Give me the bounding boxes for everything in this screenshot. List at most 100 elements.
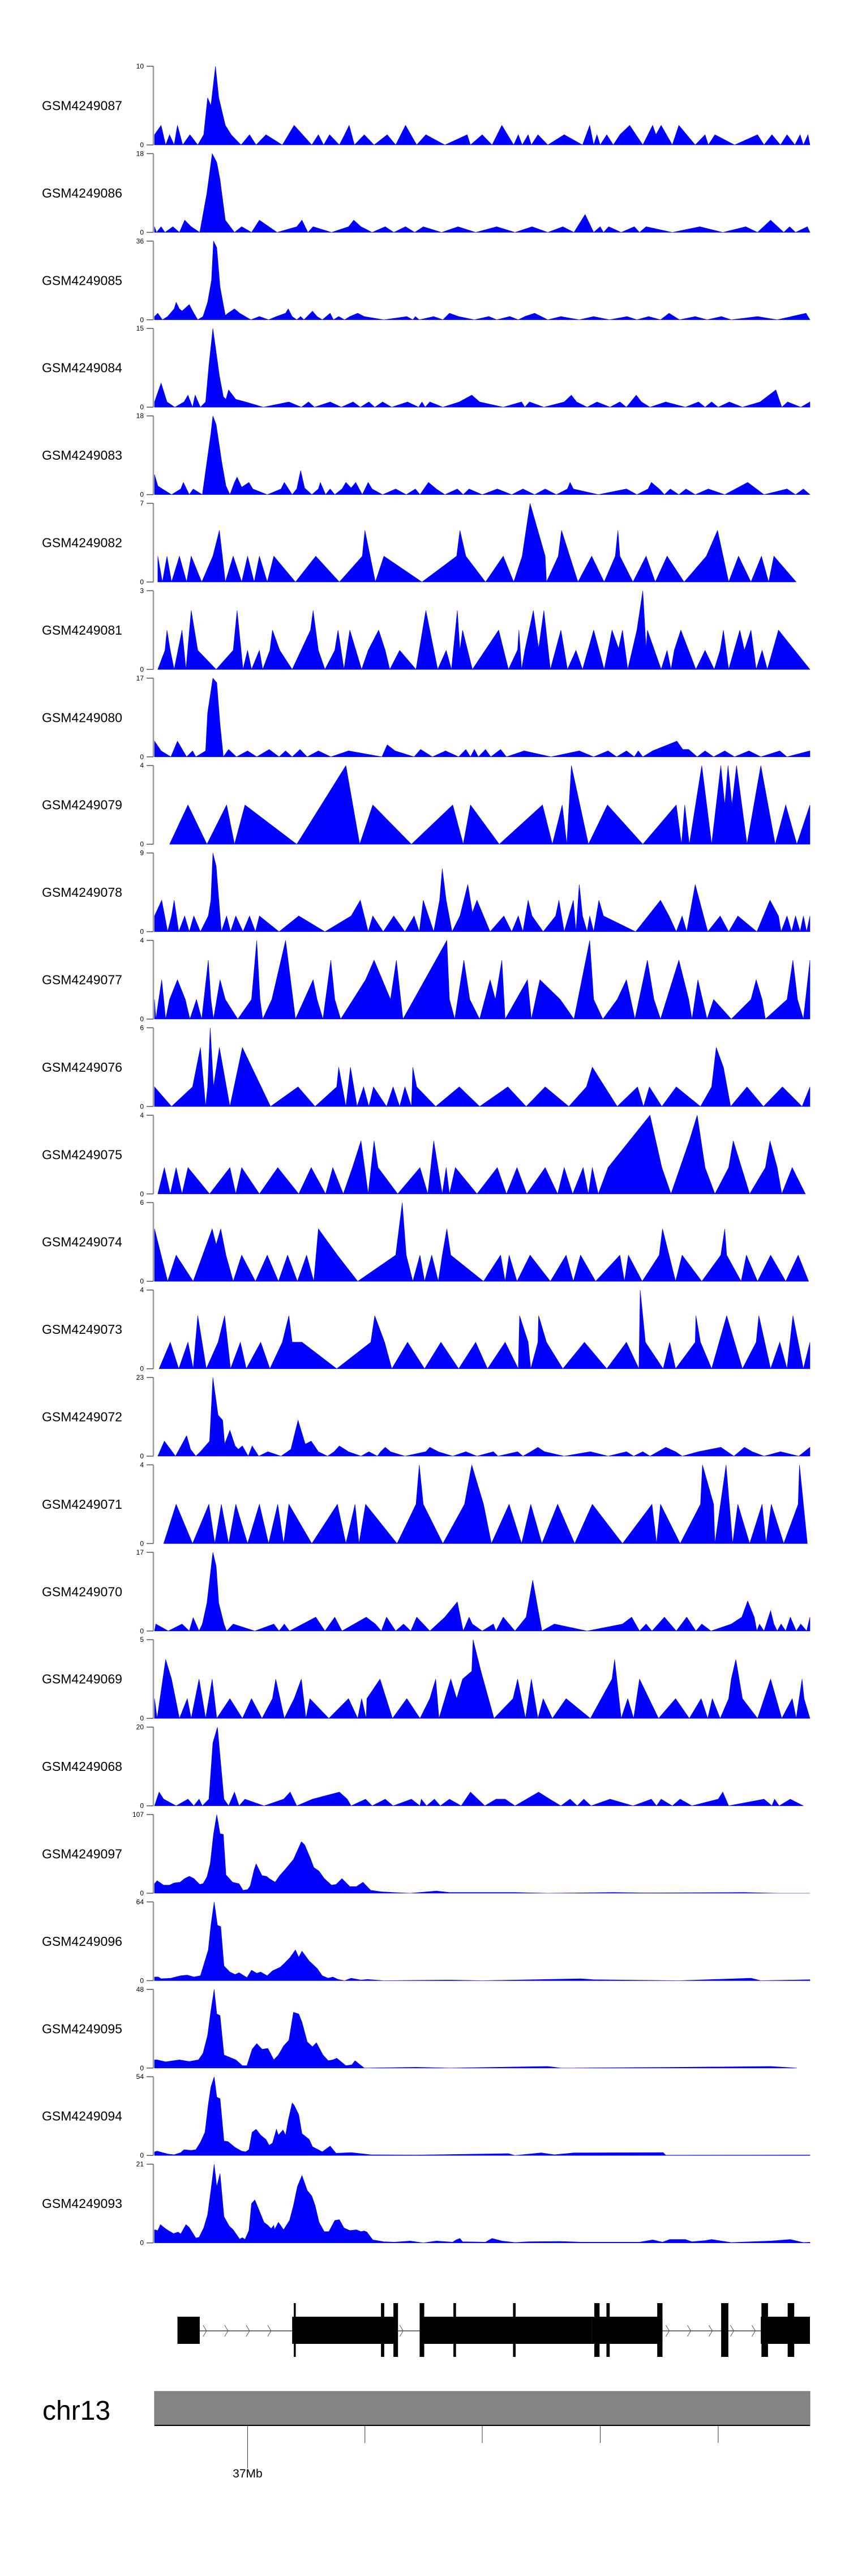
coverage-area (157, 503, 797, 583)
coverage-area (154, 153, 811, 233)
track-label: GSM4249074 (42, 1235, 122, 1250)
exon-boundary-marker (721, 2303, 728, 2357)
y-tick-label-min: 0 (140, 665, 144, 673)
coverage-area (157, 590, 811, 670)
y-tick-label-max: 5 (140, 1636, 144, 1644)
track-label: GSM4249069 (42, 1672, 122, 1687)
coverage-area (154, 1203, 809, 1282)
y-tick-label-min: 0 (140, 2239, 144, 2247)
y-tick-label-min: 0 (140, 1452, 144, 1460)
track-GSM4249085: GSM4249085 36 0 (42, 237, 811, 324)
track-GSM4249078: GSM4249078 9 0 (42, 849, 811, 936)
coverage-area (163, 1465, 808, 1544)
y-tick-label-max: 54 (136, 2073, 144, 2081)
y-tick-label-max: 6 (140, 1024, 144, 1032)
y-tick-label-min: 0 (140, 578, 144, 586)
exon-boundary-marker (513, 2303, 516, 2357)
exon-boundary-marker (381, 2303, 384, 2357)
chromosome-band (154, 2391, 811, 2426)
track-GSM4249070: GSM4249070 17 0 (42, 1548, 811, 1635)
y-tick-label-max: 36 (136, 237, 144, 245)
strand-chevron-icon (203, 2325, 207, 2337)
y-tick-label-max: 64 (136, 1898, 144, 1906)
track-GSM4249086: GSM4249086 18 0 (42, 149, 811, 236)
track-GSM4249071: GSM4249071 4 0 (42, 1461, 808, 1547)
track-GSM4249087: GSM4249087 10 0 (42, 62, 811, 149)
track-label: GSM4249079 (42, 798, 122, 812)
gene-model-track (177, 2303, 810, 2357)
track-GSM4249072: GSM4249072 23 0 (42, 1373, 811, 1460)
y-tick-label-max: 9 (140, 849, 144, 857)
track-label: GSM4249078 (42, 885, 122, 900)
y-tick-label-min: 0 (140, 491, 144, 499)
track-label: GSM4249072 (42, 1410, 122, 1424)
coverage-area (154, 2077, 811, 2156)
track-label: GSM4249076 (42, 1060, 122, 1075)
exon-boundary-marker (657, 2303, 663, 2357)
strand-chevron-icon (709, 2325, 713, 2337)
y-tick-label-max: 23 (136, 1373, 144, 1381)
exon-boundary-marker (294, 2303, 296, 2357)
exon-boundary-marker (761, 2303, 768, 2357)
track-GSM4249097: GSM4249097 107 0 (42, 1811, 810, 1897)
coverage-area (154, 1028, 811, 1107)
strand-chevron-icon (246, 2325, 250, 2337)
track-label: GSM4249085 (42, 273, 122, 288)
strand-chevron-icon (224, 2325, 229, 2337)
track-GSM4249084: GSM4249084 15 0 (42, 324, 811, 411)
exon-boundary-marker (594, 2303, 600, 2357)
y-tick-label-max: 10 (136, 62, 144, 70)
exon-boundary-marker (606, 2303, 610, 2357)
coverage-area (158, 1290, 811, 1370)
coverage-area (154, 1814, 810, 1894)
exon-boundary-marker (419, 2303, 424, 2357)
track-GSM4249096: GSM4249096 64 0 (42, 1898, 811, 1984)
coverage-area (154, 66, 811, 146)
track-label: GSM4249083 (42, 448, 122, 463)
coverage-area (154, 939, 811, 1020)
exon-boundary-marker (393, 2303, 398, 2357)
track-GSM4249074: GSM4249074 6 0 (42, 1199, 809, 1285)
track-label: GSM4249084 (42, 361, 122, 375)
track-GSM4249069: GSM4249069 5 0 (42, 1636, 811, 1722)
coverage-area (154, 1552, 811, 1632)
track-GSM4249073: GSM4249073 4 0 (42, 1286, 811, 1373)
y-tick-label-min: 0 (140, 1889, 144, 1897)
y-tick-label-max: 4 (140, 1286, 144, 1294)
track-label: GSM4249075 (42, 1147, 122, 1162)
y-tick-label-min: 0 (140, 753, 144, 761)
y-tick-label-min: 0 (140, 141, 144, 149)
exon (292, 2317, 397, 2344)
y-tick-label-min: 0 (140, 2151, 144, 2159)
exon-boundary-marker (787, 2303, 795, 2357)
exon-boundary-marker (453, 2303, 456, 2357)
y-tick-label-min: 0 (140, 2064, 144, 2072)
track-label: GSM4249097 (42, 1847, 122, 1862)
y-tick-label-min: 0 (140, 840, 144, 848)
y-tick-label-min: 0 (140, 1539, 144, 1547)
coverage-area (154, 1640, 811, 1719)
strand-chevron-icon (687, 2325, 692, 2337)
track-label: GSM4249071 (42, 1497, 122, 1512)
track-GSM4249077: GSM4249077 4 0 (42, 936, 811, 1023)
y-tick-label-max: 107 (132, 1811, 144, 1818)
coverage-area (154, 416, 811, 495)
track-label: GSM4249095 (42, 2021, 122, 2036)
track-GSM4249075: GSM4249075 4 0 (42, 1111, 806, 1198)
track-GSM4249068: GSM4249068 20 0 (42, 1723, 804, 1810)
track-GSM4249076: GSM4249076 6 0 (42, 1024, 811, 1110)
y-tick-label-max: 18 (136, 412, 144, 420)
track-label: GSM4249073 (42, 1322, 122, 1337)
y-tick-label-max: 7 (140, 499, 144, 507)
y-tick-label-min: 0 (140, 928, 144, 936)
y-tick-label-min: 0 (140, 1714, 144, 1722)
coverage-area (157, 1377, 811, 1457)
track-GSM4249094: GSM4249094 54 0 (42, 2073, 811, 2159)
track-label: GSM4249094 (42, 2109, 122, 2124)
y-tick-label-max: 4 (140, 1461, 144, 1469)
coverage-tracks: GSM4249087100GSM4249086180GSM4249085360G… (42, 62, 811, 2247)
y-tick-label-max: 15 (136, 324, 144, 332)
strand-chevron-icon (399, 2325, 404, 2337)
y-tick-label-min: 0 (140, 1277, 144, 1285)
